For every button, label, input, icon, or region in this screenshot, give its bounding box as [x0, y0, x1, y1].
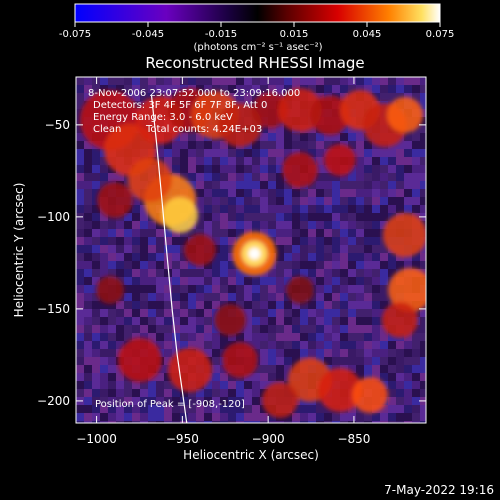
x-tick-label: −1000: [76, 432, 117, 446]
footer-timestamp: 7-May-2022 19:16: [384, 483, 494, 497]
emission-region: [382, 302, 418, 338]
solar-limb-curve: [150, 95, 188, 423]
energy-range-text: Energy Range: 3.0 - 6.0 keV: [93, 112, 233, 123]
colorbar: [74, 3, 441, 23]
emission-region: [218, 103, 262, 147]
emission-region: [318, 368, 362, 412]
emission-region: [262, 382, 298, 418]
colorbar-tick-label: 0.045: [353, 29, 382, 40]
x-tick-label: −950: [166, 432, 199, 446]
time-range-text: 8-Nov-2006 23:07:52.000 to 23:09:16.000: [88, 88, 300, 99]
colorbar-ticks: -0.075 -0.045 -0.015 0.015 0.045 0.075: [59, 22, 454, 40]
colorbar-tick-label: -0.015: [205, 29, 237, 40]
emission-region: [387, 97, 423, 133]
y-tick-label: −50: [45, 118, 70, 132]
emission-region: [162, 197, 198, 233]
emission-region: [222, 342, 258, 378]
emission-region: [282, 152, 318, 188]
emission-region: [184, 234, 216, 266]
emission-region: [310, 95, 350, 135]
emission-region: [96, 276, 124, 304]
x-axis-label: Heliocentric X (arcsec): [183, 448, 319, 462]
emission-region: [118, 338, 162, 382]
emission-region: [388, 268, 426, 312]
plot-frame: [75, 76, 427, 424]
y-tick-label: −150: [37, 302, 70, 316]
peak-position-text: Position of Peak = [-908,-120]: [95, 399, 245, 410]
chart-title: Reconstructed RHESSI Image: [145, 54, 364, 72]
colorbar-units-label: (photons cm⁻² s⁻¹ asec⁻²): [193, 42, 322, 53]
y-tick-label: −200: [37, 394, 70, 408]
emission-region: [286, 276, 314, 304]
emission-region: [97, 182, 133, 218]
peak-source-core: [248, 247, 261, 260]
heatmap-image: [76, 77, 426, 423]
colorbar-tick-label: 0.015: [280, 29, 309, 40]
method-text: Clean: [93, 124, 121, 135]
emission-blobs: [80, 88, 426, 418]
total-counts-text: Total counts: 4.24E+03: [145, 124, 262, 135]
emission-region: [383, 213, 426, 257]
y-tick-label: −100: [37, 210, 70, 224]
emission-region: [324, 144, 356, 176]
emission-region: [352, 377, 388, 413]
colorbar-tick-label: -0.075: [59, 29, 91, 40]
emission-region: [214, 304, 246, 336]
y-axis-label: Heliocentric Y (arcsec): [12, 183, 26, 318]
colorbar-tick-label: 0.075: [426, 29, 455, 40]
x-tick-label: −900: [252, 432, 285, 446]
detectors-text: Detectors: 3F 4F 5F 6F 7F 8F, Att 0: [93, 100, 267, 111]
x-tick-label: −850: [337, 432, 370, 446]
axis-ticks: −1000 −950 −900 −850 −50 −100 −150 −200: [37, 77, 426, 446]
emission-region: [252, 92, 288, 128]
emission-region: [168, 348, 212, 392]
emission-region: [128, 158, 172, 202]
colorbar-tick-label: -0.045: [132, 29, 164, 40]
